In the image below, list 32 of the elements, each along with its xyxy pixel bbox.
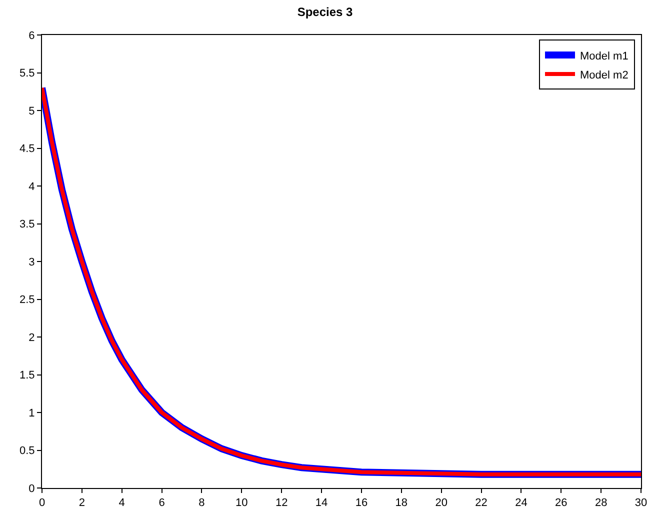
- legend-label: Model m1: [580, 50, 628, 62]
- y-tick-label: 5.5: [20, 68, 35, 80]
- x-tick-label: 20: [435, 497, 448, 510]
- y-tick-label: 2.5: [20, 294, 35, 306]
- x-tick-label: 8: [198, 497, 205, 510]
- x-tick-label: 2: [78, 497, 85, 510]
- x-tick-label: 28: [594, 497, 608, 510]
- y-tick-label: 6: [28, 30, 35, 42]
- x-tick-label: 4: [118, 497, 125, 510]
- y-tick-label: 4: [28, 180, 35, 193]
- x-tick-label: 24: [515, 497, 528, 510]
- x-tick-label: 22: [475, 497, 488, 510]
- x-tick-label: 26: [555, 497, 568, 510]
- x-tick-label: 30: [634, 497, 648, 510]
- x-tick-label: 14: [315, 497, 328, 510]
- y-tick-label: 3.5: [20, 218, 35, 231]
- legend-label: Model m2: [580, 69, 628, 82]
- y-tick-label: 0: [28, 482, 35, 495]
- y-tick-label: 3: [28, 256, 35, 268]
- x-tick-label: 12: [275, 497, 288, 510]
- x-tick-label: 0: [38, 497, 46, 510]
- y-tick-label: 1.5: [20, 370, 35, 382]
- x-tick-label: 10: [236, 497, 248, 510]
- x-tick-label: 16: [355, 497, 368, 510]
- chart-title: Species 3: [297, 5, 354, 20]
- y-tick-label: 0.5: [20, 445, 35, 458]
- y-tick-label: 2: [28, 332, 35, 344]
- y-tick-label: 5: [28, 105, 35, 118]
- x-tick-label: 6: [158, 497, 165, 510]
- y-tick-label: 4.5: [20, 143, 35, 156]
- x-tick-label: 18: [395, 497, 408, 510]
- y-tick-label: 1: [28, 407, 35, 420]
